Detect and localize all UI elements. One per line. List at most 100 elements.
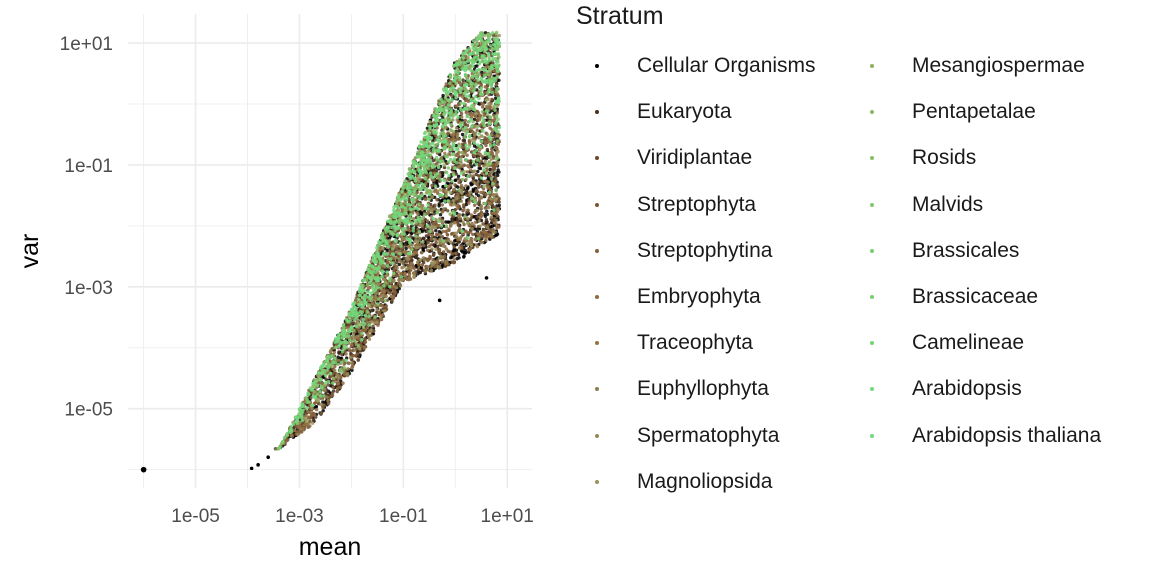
data-point bbox=[396, 195, 401, 200]
data-point bbox=[480, 110, 484, 114]
data-point bbox=[438, 213, 443, 217]
data-point bbox=[400, 228, 405, 232]
data-point bbox=[449, 147, 453, 152]
data-point bbox=[452, 257, 456, 261]
data-point bbox=[388, 284, 392, 289]
data-point bbox=[392, 285, 396, 289]
data-point bbox=[417, 202, 421, 206]
data-point bbox=[436, 138, 440, 142]
data-point bbox=[473, 154, 477, 158]
data-point bbox=[409, 261, 414, 265]
data-point bbox=[440, 260, 445, 264]
data-point bbox=[432, 178, 436, 183]
data-point bbox=[463, 73, 468, 77]
data-point bbox=[490, 147, 494, 151]
data-point bbox=[325, 395, 329, 399]
data-point bbox=[496, 149, 500, 154]
data-point bbox=[434, 228, 438, 233]
data-point bbox=[334, 345, 338, 349]
data-point bbox=[313, 414, 317, 418]
data-point bbox=[412, 189, 416, 193]
data-point bbox=[451, 86, 456, 90]
data-point bbox=[448, 115, 452, 119]
data-point bbox=[402, 265, 406, 269]
data-point bbox=[370, 320, 374, 324]
data-point bbox=[456, 214, 461, 218]
data-point bbox=[409, 207, 413, 211]
data-point bbox=[490, 46, 494, 51]
data-point bbox=[490, 211, 494, 215]
data-point bbox=[436, 108, 440, 113]
data-point bbox=[363, 341, 367, 345]
data-point bbox=[452, 261, 456, 265]
data-point bbox=[342, 340, 347, 345]
data-point bbox=[363, 337, 367, 341]
data-point bbox=[453, 221, 457, 225]
data-point bbox=[487, 173, 492, 177]
data-point bbox=[462, 254, 466, 258]
data-point bbox=[315, 379, 319, 383]
data-point bbox=[464, 143, 468, 147]
data-point bbox=[486, 51, 491, 55]
data-point bbox=[296, 416, 301, 420]
data-point bbox=[473, 181, 477, 185]
data-point bbox=[427, 163, 431, 168]
data-point bbox=[440, 155, 444, 160]
data-point bbox=[463, 135, 467, 139]
data-point bbox=[442, 113, 446, 117]
data-point bbox=[336, 382, 340, 386]
data-point bbox=[455, 134, 460, 139]
data-point bbox=[465, 221, 470, 225]
data-point bbox=[487, 39, 491, 43]
data-point bbox=[403, 226, 407, 231]
data-point bbox=[427, 188, 431, 193]
data-point bbox=[360, 310, 365, 314]
data-point bbox=[430, 209, 434, 213]
data-point bbox=[440, 119, 444, 124]
data-point bbox=[474, 112, 479, 116]
data-point bbox=[472, 144, 477, 148]
data-point bbox=[482, 113, 486, 118]
data-point bbox=[416, 150, 420, 154]
data-point bbox=[390, 247, 395, 251]
data-point bbox=[307, 415, 311, 419]
data-point bbox=[392, 208, 396, 212]
data-point bbox=[429, 237, 433, 242]
data-point bbox=[366, 275, 370, 279]
data-point bbox=[347, 347, 351, 351]
data-point bbox=[470, 74, 474, 79]
data-point bbox=[387, 229, 391, 233]
data-point bbox=[446, 107, 450, 111]
data-point bbox=[476, 57, 480, 62]
data-point bbox=[419, 186, 423, 191]
data-point bbox=[462, 207, 466, 212]
data-point bbox=[448, 73, 452, 77]
data-point bbox=[385, 273, 389, 278]
data-point bbox=[480, 70, 484, 75]
data-point bbox=[493, 76, 497, 81]
data-point bbox=[495, 37, 500, 41]
data-point bbox=[437, 232, 442, 237]
data-point bbox=[336, 358, 341, 363]
data-point bbox=[403, 206, 407, 210]
data-point bbox=[460, 150, 464, 155]
data-point bbox=[473, 196, 477, 200]
data-point bbox=[490, 97, 494, 102]
data-point bbox=[382, 251, 386, 256]
data-point bbox=[463, 215, 467, 219]
data-point bbox=[307, 400, 311, 404]
data-point bbox=[447, 196, 451, 200]
data-point bbox=[478, 60, 482, 64]
data-point bbox=[436, 142, 440, 146]
data-point bbox=[423, 176, 427, 181]
data-point bbox=[448, 191, 452, 195]
data-point bbox=[458, 216, 462, 221]
data-point bbox=[452, 157, 457, 161]
data-point bbox=[406, 257, 411, 261]
data-point bbox=[301, 408, 305, 413]
data-point bbox=[380, 303, 384, 308]
data-point bbox=[406, 225, 410, 229]
data-point bbox=[439, 98, 443, 102]
data-point bbox=[371, 324, 375, 328]
data-point bbox=[379, 314, 383, 318]
